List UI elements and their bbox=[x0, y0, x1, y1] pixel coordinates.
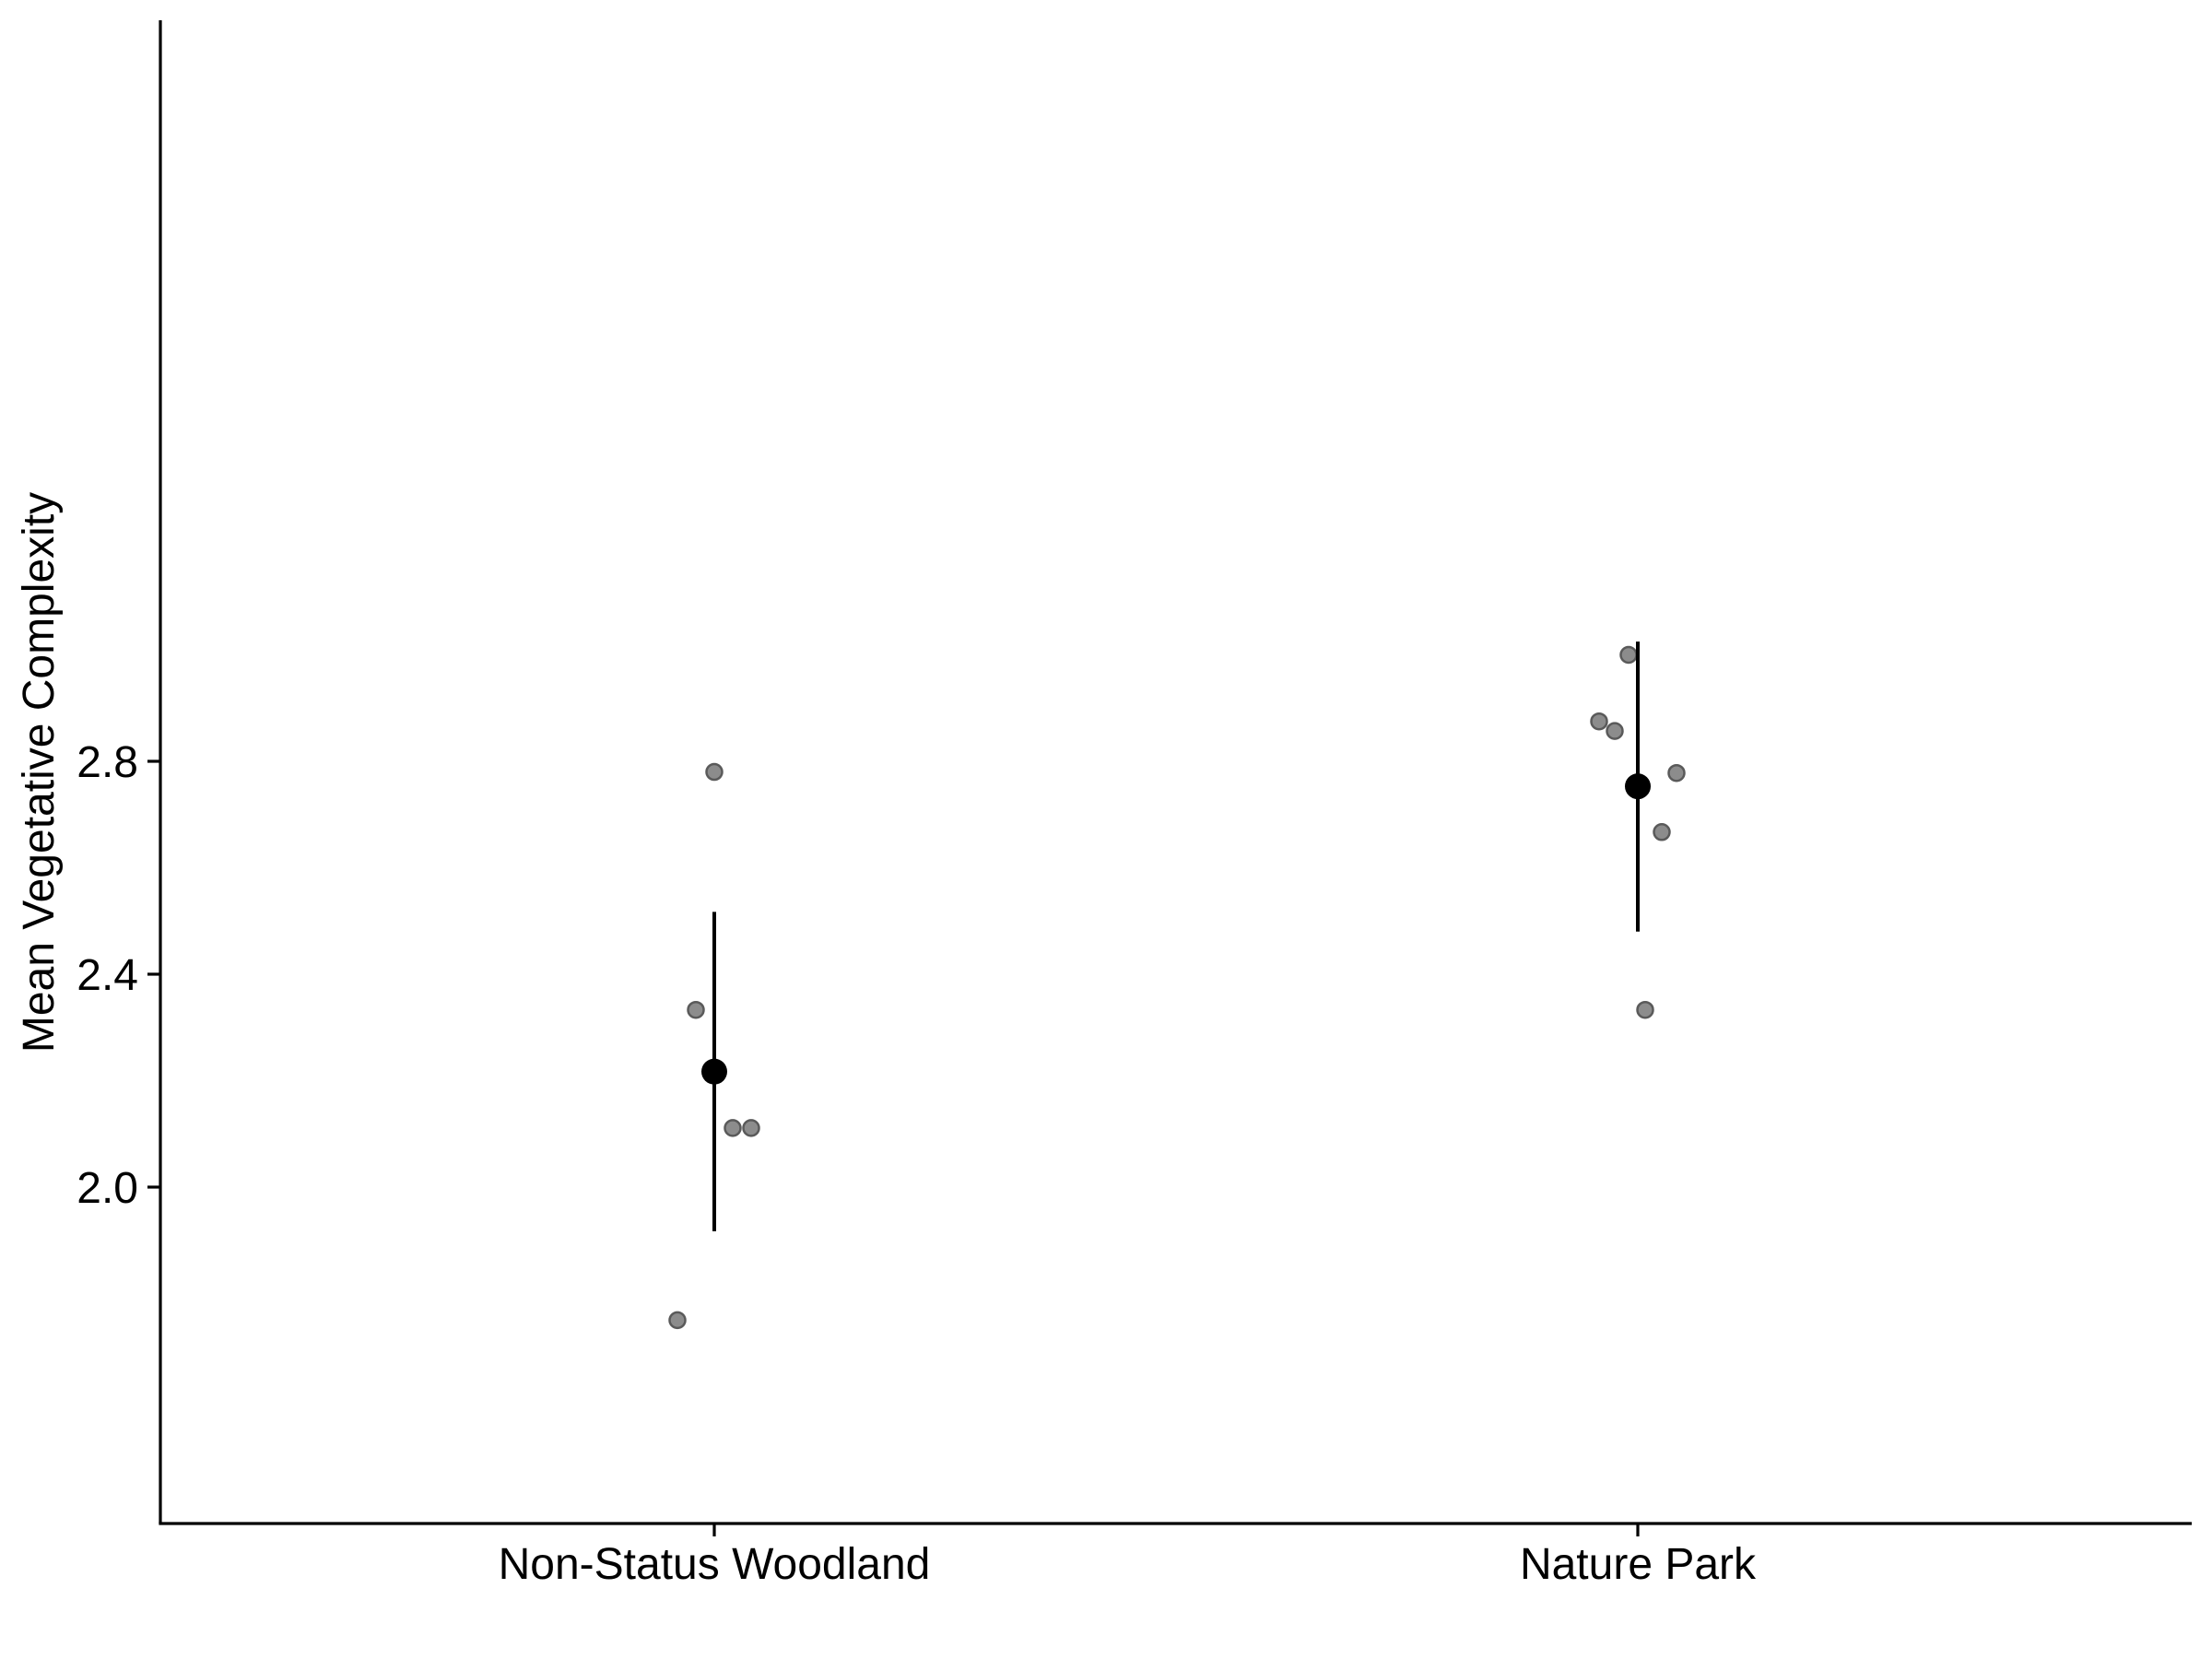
raw-data-point bbox=[705, 762, 724, 782]
raw-data-point bbox=[1667, 763, 1686, 782]
mean-point bbox=[701, 1058, 727, 1085]
x-axis-ticks: Non-Status Woodland Nature Park bbox=[499, 1524, 1757, 1589]
y-tick-label: 2.0 bbox=[76, 1164, 138, 1213]
raw-data-point bbox=[1590, 712, 1608, 731]
raw-data-point bbox=[1619, 645, 1638, 665]
raw-data-point bbox=[1636, 1000, 1654, 1019]
y-axis-title: Mean Vegetative Complexity bbox=[15, 492, 64, 1053]
raw-data-point bbox=[668, 1311, 687, 1330]
raw-data-point bbox=[742, 1119, 760, 1137]
raw-data-point bbox=[687, 1000, 705, 1019]
raw-data-point bbox=[1606, 722, 1624, 740]
x-tick-label: Non-Status Woodland bbox=[499, 1540, 931, 1589]
y-tick-label: 2.4 bbox=[76, 951, 138, 1000]
raw-data-point bbox=[724, 1119, 742, 1137]
plot-marks bbox=[668, 641, 1686, 1330]
mean-point bbox=[1625, 773, 1651, 800]
y-axis-ticks: 2.0 2.4 2.8 bbox=[76, 738, 160, 1213]
y-tick-label: 2.8 bbox=[76, 738, 138, 787]
x-tick-label: Nature Park bbox=[1520, 1540, 1757, 1589]
raw-data-point bbox=[1653, 823, 1671, 841]
